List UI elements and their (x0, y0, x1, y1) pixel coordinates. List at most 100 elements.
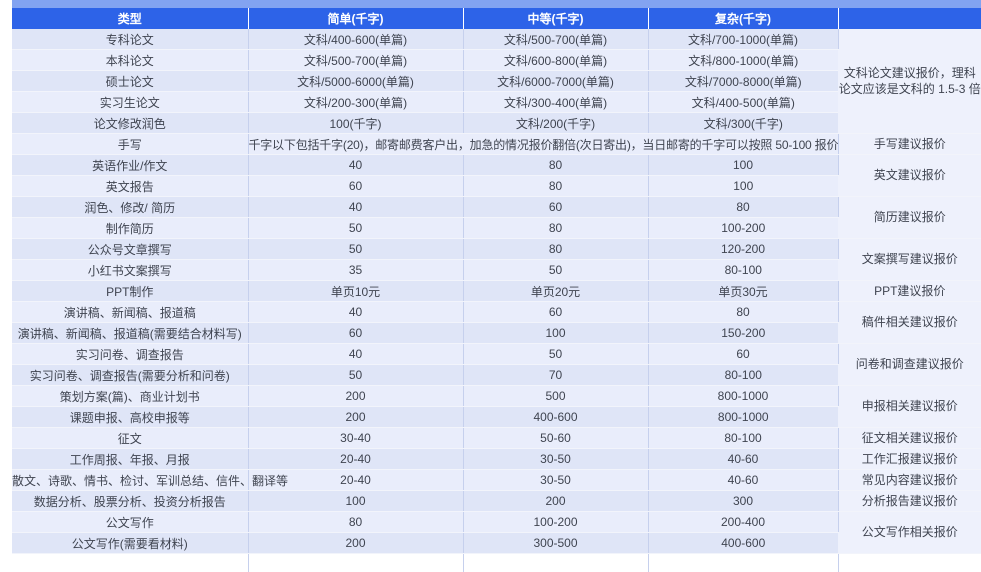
price-cell[interactable]: 单页20元 (463, 281, 648, 302)
price-cell[interactable]: 文科/500-700(单篇) (248, 50, 463, 71)
price-cell[interactable]: 单页10元 (248, 281, 463, 302)
price-cell[interactable]: 60 (648, 344, 838, 365)
price-cell[interactable]: 400-600 (648, 533, 838, 554)
empty-cell[interactable] (463, 554, 648, 572)
price-cell[interactable]: 文科/200-300(单篇) (248, 92, 463, 113)
price-cell[interactable]: 80 (463, 218, 648, 239)
price-cell[interactable]: 文科/400-600(单篇) (248, 29, 463, 50)
row-label-cell[interactable]: 公文写作(需要看材料) (12, 533, 248, 554)
price-cell[interactable]: 200-400 (648, 512, 838, 533)
row-label-cell[interactable]: 实习生论文 (12, 92, 248, 113)
price-cell[interactable]: 100-200 (648, 218, 838, 239)
row-label-cell[interactable]: 手写 (12, 134, 248, 155)
row-label-cell[interactable]: PPT制作 (12, 281, 248, 302)
row-label-cell[interactable]: 英语作业/作文 (12, 155, 248, 176)
price-cell[interactable]: 80 (463, 155, 648, 176)
note-cell[interactable]: 征文相关建议报价 (838, 428, 981, 449)
row-label-cell[interactable]: 制作简历 (12, 218, 248, 239)
price-cell[interactable]: 文科/6000-7000(单篇) (463, 71, 648, 92)
note-cell[interactable]: 申报相关建议报价 (838, 386, 981, 428)
row-label-cell[interactable]: 公众号文章撰写 (12, 239, 248, 260)
price-cell[interactable]: 40-60 (648, 470, 838, 491)
price-cell[interactable]: 500 (463, 386, 648, 407)
price-cell[interactable]: 60 (248, 176, 463, 197)
header-cell-type[interactable]: 类型 (12, 8, 248, 29)
price-cell[interactable]: 文科/300(千字) (648, 113, 838, 134)
empty-cell[interactable] (12, 554, 248, 572)
price-cell[interactable]: 50 (463, 344, 648, 365)
row-label-cell[interactable]: 工作周报、年报、月报 (12, 449, 248, 470)
row-label-cell[interactable]: 小红书文案撰写 (12, 260, 248, 281)
price-cell[interactable]: 80 (648, 197, 838, 218)
row-label-cell[interactable]: 数据分析、股票分析、投资分析报告 (12, 491, 248, 512)
note-cell[interactable]: 英文建议报价 (838, 155, 981, 197)
price-cell[interactable]: 文科/300-400(单篇) (463, 92, 648, 113)
price-cell[interactable]: 400-600 (463, 407, 648, 428)
price-cell[interactable]: 单页30元 (648, 281, 838, 302)
header-cell-complex[interactable]: 复杂(千字) (648, 8, 838, 29)
price-cell[interactable]: 文科/200(千字) (463, 113, 648, 134)
merged-info-cell[interactable]: 千字以下包括千字(20)，邮寄邮费客户出，加急的情况报价翻倍(次日寄出)，当日邮… (248, 134, 838, 155)
row-label-cell[interactable]: 润色、修改/ 简历 (12, 197, 248, 218)
price-cell[interactable]: 300 (648, 491, 838, 512)
price-cell[interactable]: 80 (648, 302, 838, 323)
price-cell[interactable]: 文科/400-500(单篇) (648, 92, 838, 113)
row-label-cell[interactable]: 英文报告 (12, 176, 248, 197)
price-cell[interactable]: 200 (463, 491, 648, 512)
price-cell[interactable]: 35 (248, 260, 463, 281)
price-cell[interactable]: 60 (463, 197, 648, 218)
note-cell[interactable]: 公文写作相关报价 (838, 512, 981, 554)
price-cell[interactable]: 50-60 (463, 428, 648, 449)
price-cell[interactable]: 800-1000 (648, 386, 838, 407)
note-cell[interactable]: 文案撰写建议报价 (838, 239, 981, 281)
price-cell[interactable]: 文科/5000-6000(单篇) (248, 71, 463, 92)
price-cell[interactable]: 40 (248, 197, 463, 218)
price-cell[interactable]: 300-500 (463, 533, 648, 554)
price-cell[interactable]: 150-200 (648, 323, 838, 344)
price-cell[interactable]: 200 (248, 407, 463, 428)
price-cell[interactable]: 20-40 (248, 449, 463, 470)
price-cell[interactable]: 文科/600-800(单篇) (463, 50, 648, 71)
price-cell[interactable]: 50 (248, 218, 463, 239)
note-cell[interactable]: 简历建议报价 (838, 197, 981, 239)
row-label-cell[interactable]: 课题申报、高校申报等 (12, 407, 248, 428)
row-label-cell[interactable]: 实习问卷、调查报告 (12, 344, 248, 365)
row-label-cell[interactable]: 论文修改润色 (12, 113, 248, 134)
price-cell[interactable]: 80-100 (648, 428, 838, 449)
note-cell[interactable]: 分析报告建议报价 (838, 491, 981, 512)
price-cell[interactable]: 100 (648, 176, 838, 197)
row-label-cell[interactable]: 策划方案(篇)、商业计划书 (12, 386, 248, 407)
row-label-cell[interactable]: 演讲稿、新闻稿、报道稿 (12, 302, 248, 323)
row-label-cell[interactable]: 实习问卷、调查报告(需要分析和问卷) (12, 365, 248, 386)
price-cell[interactable]: 文科/800-1000(单篇) (648, 50, 838, 71)
empty-cell[interactable] (648, 554, 838, 572)
header-cell-notes[interactable] (838, 8, 981, 29)
price-cell[interactable]: 40 (248, 155, 463, 176)
price-cell[interactable]: 80-100 (648, 260, 838, 281)
price-cell[interactable]: 200 (248, 533, 463, 554)
price-cell[interactable]: 30-50 (463, 449, 648, 470)
price-cell[interactable]: 80 (248, 512, 463, 533)
price-cell[interactable]: 100(千字) (248, 113, 463, 134)
price-cell[interactable]: 100 (463, 323, 648, 344)
note-cell[interactable]: 文科论文建议报价，理科论文应该是文科的 1.5-3 倍 (838, 29, 981, 134)
price-cell[interactable]: 80 (463, 239, 648, 260)
note-cell[interactable]: 稿件相关建议报价 (838, 302, 981, 344)
price-cell[interactable]: 50 (248, 239, 463, 260)
note-cell[interactable]: 手写建议报价 (838, 134, 981, 155)
price-cell[interactable]: 40-60 (648, 449, 838, 470)
empty-cell[interactable] (838, 554, 981, 572)
note-cell[interactable]: 常见内容建议报价 (838, 470, 981, 491)
price-cell[interactable]: 200 (248, 386, 463, 407)
price-cell[interactable]: 800-1000 (648, 407, 838, 428)
note-cell[interactable]: 问卷和调查建议报价 (838, 344, 981, 386)
price-cell[interactable]: 30-50 (463, 470, 648, 491)
price-cell[interactable]: 50 (248, 365, 463, 386)
row-label-cell[interactable]: 散文、诗歌、情书、检讨、军训总结、信件、翻译等 (12, 470, 248, 491)
price-cell[interactable]: 100 (248, 491, 463, 512)
price-cell[interactable]: 60 (248, 323, 463, 344)
price-cell[interactable]: 70 (463, 365, 648, 386)
row-label-cell[interactable]: 硕士论文 (12, 71, 248, 92)
price-cell[interactable]: 30-40 (248, 428, 463, 449)
price-cell[interactable]: 120-200 (648, 239, 838, 260)
